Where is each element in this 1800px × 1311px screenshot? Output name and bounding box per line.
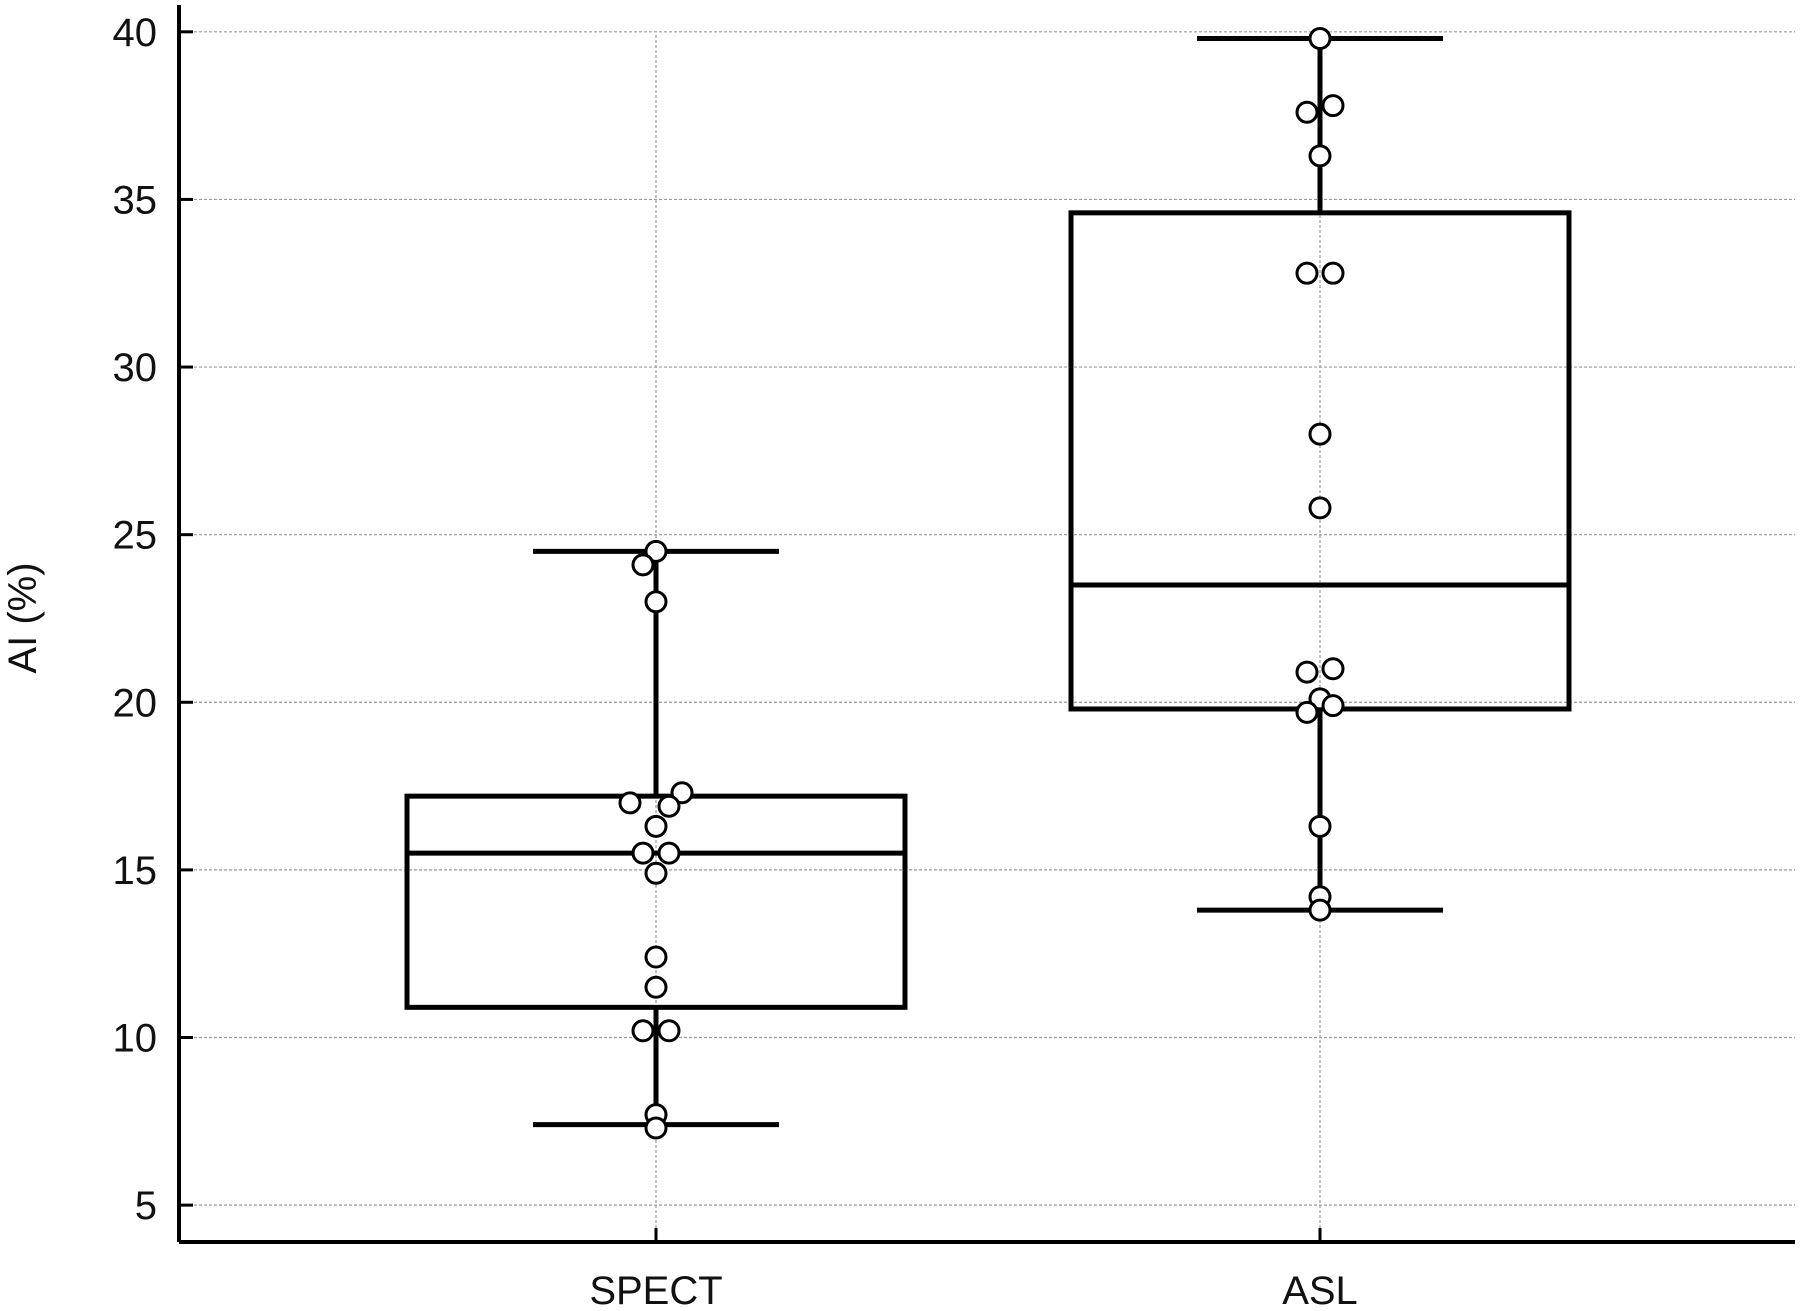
asl-data-point <box>1295 700 1319 724</box>
x-tick-label-spect: SPECT <box>589 1269 722 1311</box>
asl-data-point <box>1321 694 1345 718</box>
spect-data-point <box>631 841 655 865</box>
y-tick-label: 40 <box>113 11 158 55</box>
y-tick-label: 30 <box>113 346 158 390</box>
asl-data-point <box>1295 261 1319 285</box>
spect-data-point <box>670 781 694 805</box>
y-tick-label: 5 <box>135 1184 157 1228</box>
axis-labels: 5 10 15 20 25 30 35 40 SPECT ASL <box>113 11 1358 1311</box>
asl-data-point <box>1295 660 1319 684</box>
spect-data-point <box>631 1019 655 1043</box>
spect-data-point <box>644 945 668 969</box>
asl-data-point <box>1308 27 1332 51</box>
spect-data-point <box>644 539 668 563</box>
spect-data-point <box>644 590 668 614</box>
box-plots <box>404 36 1572 1128</box>
spect-data-point <box>644 814 668 838</box>
asl-data-point <box>1295 100 1319 124</box>
asl-data-point <box>1321 261 1345 285</box>
spect-data-point <box>644 975 668 999</box>
spect-data-point <box>644 861 668 885</box>
spect-data-point <box>657 794 681 818</box>
asl-data-point <box>1308 814 1332 838</box>
asl-data-point <box>1321 94 1345 118</box>
y-axis-title: AI (%) <box>1 562 45 673</box>
asl-data-point <box>1321 657 1345 681</box>
grid-lines <box>179 31 1795 1242</box>
asl-data-point <box>1308 422 1332 446</box>
y-tick-label: 20 <box>113 681 158 725</box>
spect-box <box>404 793 908 1010</box>
y-tick-label: 35 <box>113 178 158 222</box>
spect-data-point <box>618 791 642 815</box>
spect-data-point <box>657 841 681 865</box>
asl-data-point <box>1308 496 1332 520</box>
y-tick-label: 15 <box>113 849 158 893</box>
spect-data-point <box>631 553 655 577</box>
asl-data-point <box>1308 144 1332 168</box>
spect-data-point <box>644 1116 668 1140</box>
x-tick-label-asl: ASL <box>1282 1269 1358 1311</box>
y-tick-label: 25 <box>113 514 158 558</box>
asl-data-point <box>1308 898 1332 922</box>
y-tick-label: 10 <box>113 1017 158 1061</box>
spect-data-point <box>657 1019 681 1043</box>
axes <box>177 5 1795 1244</box>
data-points <box>618 27 1345 1140</box>
